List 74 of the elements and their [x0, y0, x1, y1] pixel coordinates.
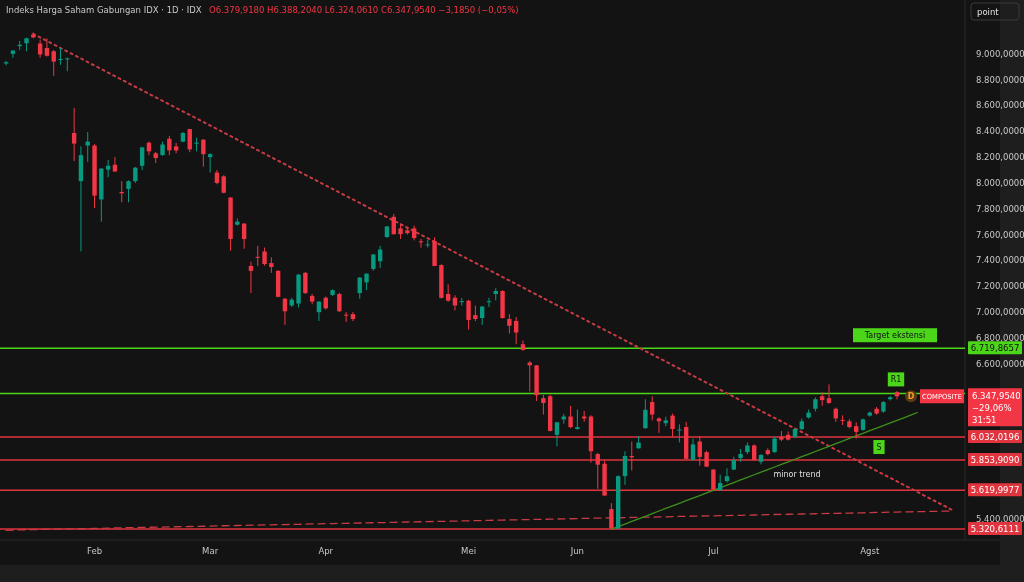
y-tick-label: 8.600,0000 [976, 100, 1024, 111]
annotation: S [876, 442, 882, 452]
candlestick [690, 438, 696, 462]
candlestick [656, 416, 662, 434]
ref-line-label: 5.320,6111 [970, 523, 1020, 534]
y-tick-label: 7.600,0000 [976, 229, 1024, 240]
ref-line-label: 5.853,9090 [970, 455, 1020, 465]
candlestick [51, 49, 56, 77]
y-tick-label: 8.200,0000 [976, 152, 1024, 163]
candlestick [337, 292, 342, 313]
candlestick [609, 502, 614, 530]
ref-line-label: 6.032,0196 [970, 432, 1020, 443]
candlestick [303, 271, 308, 295]
y-tick-label: 7.400,0000 [976, 255, 1024, 266]
y-tick-label: 7.800,0000 [976, 203, 1024, 214]
candlestick [520, 339, 526, 352]
candlestick [105, 159, 111, 178]
x-tick-label: Agst [860, 546, 880, 556]
candlestick [513, 316, 519, 345]
candlestick [595, 452, 600, 490]
candlestick [71, 107, 77, 162]
y-tick-label: 6.800,0000 [976, 332, 1024, 343]
candlestick [343, 311, 349, 323]
candlestick [85, 131, 90, 163]
candlestick [643, 398, 648, 430]
y-tick-label: 8.000,0000 [976, 177, 1024, 188]
candlestick [466, 299, 471, 331]
annotation: Target ekstensi [863, 331, 926, 341]
candlestick [677, 423, 682, 443]
line-series [610, 411, 919, 530]
candlestick [575, 409, 580, 431]
candlestick [649, 395, 655, 421]
candlestick [622, 450, 628, 486]
y-tick-label: 9.000,0000 [976, 48, 1024, 59]
candlestick [568, 405, 573, 429]
ref-line-label: 6.719,8657 [970, 343, 1020, 354]
candlestick [207, 152, 213, 173]
candlestick [554, 421, 560, 447]
text: point [977, 6, 1000, 17]
candlestick [486, 297, 492, 308]
y-tick-label: 8.800,0000 [976, 74, 1024, 85]
ref-line-label: 5.619,9977 [970, 485, 1020, 496]
candlestick [507, 313, 512, 334]
candlestick [840, 414, 845, 426]
y-tick-label: 7.200,0000 [976, 281, 1024, 292]
y-tick-label: 7.000,0000 [976, 307, 1024, 318]
candlestick [58, 47, 63, 66]
candlestick [670, 413, 675, 438]
annotation: R1 [890, 375, 902, 385]
text: Indeks Harga Saham Gabungan IDX · 1D · IDX [6, 5, 202, 15]
x-tick-label: Apr [318, 546, 334, 556]
candlestick [201, 138, 206, 168]
y-tick-label: 6.600,0000 [976, 358, 1024, 369]
candlestick [262, 247, 267, 267]
text: 6.347,9540 [972, 391, 1021, 402]
text: −29,06% [972, 403, 1012, 414]
annotation: minor trend [773, 469, 821, 479]
text: O6.379,9180 H6.388,2040 L6.324,0610 C6.347,9540 −3,1850 (−0,05%) [209, 5, 519, 15]
x-tick-label: Jun [569, 546, 585, 556]
y-tick-label: 8.400,0000 [976, 126, 1024, 137]
x-tick-label: Mei [461, 546, 477, 556]
candlestick [167, 135, 172, 156]
candlestick [248, 261, 254, 294]
y-tick-label: 5.400,0000 [976, 513, 1024, 524]
x-tick-label: Jul [707, 546, 719, 556]
candlestick [126, 179, 131, 203]
annotation: D [907, 392, 915, 402]
x-tick-label: Feb [87, 546, 103, 556]
candlestick [541, 394, 546, 416]
x-tick-label: Mar [202, 546, 219, 556]
candlestick [826, 383, 832, 405]
text: 31:51 [972, 415, 997, 426]
candlestick [724, 467, 730, 483]
candlestick [711, 468, 716, 492]
